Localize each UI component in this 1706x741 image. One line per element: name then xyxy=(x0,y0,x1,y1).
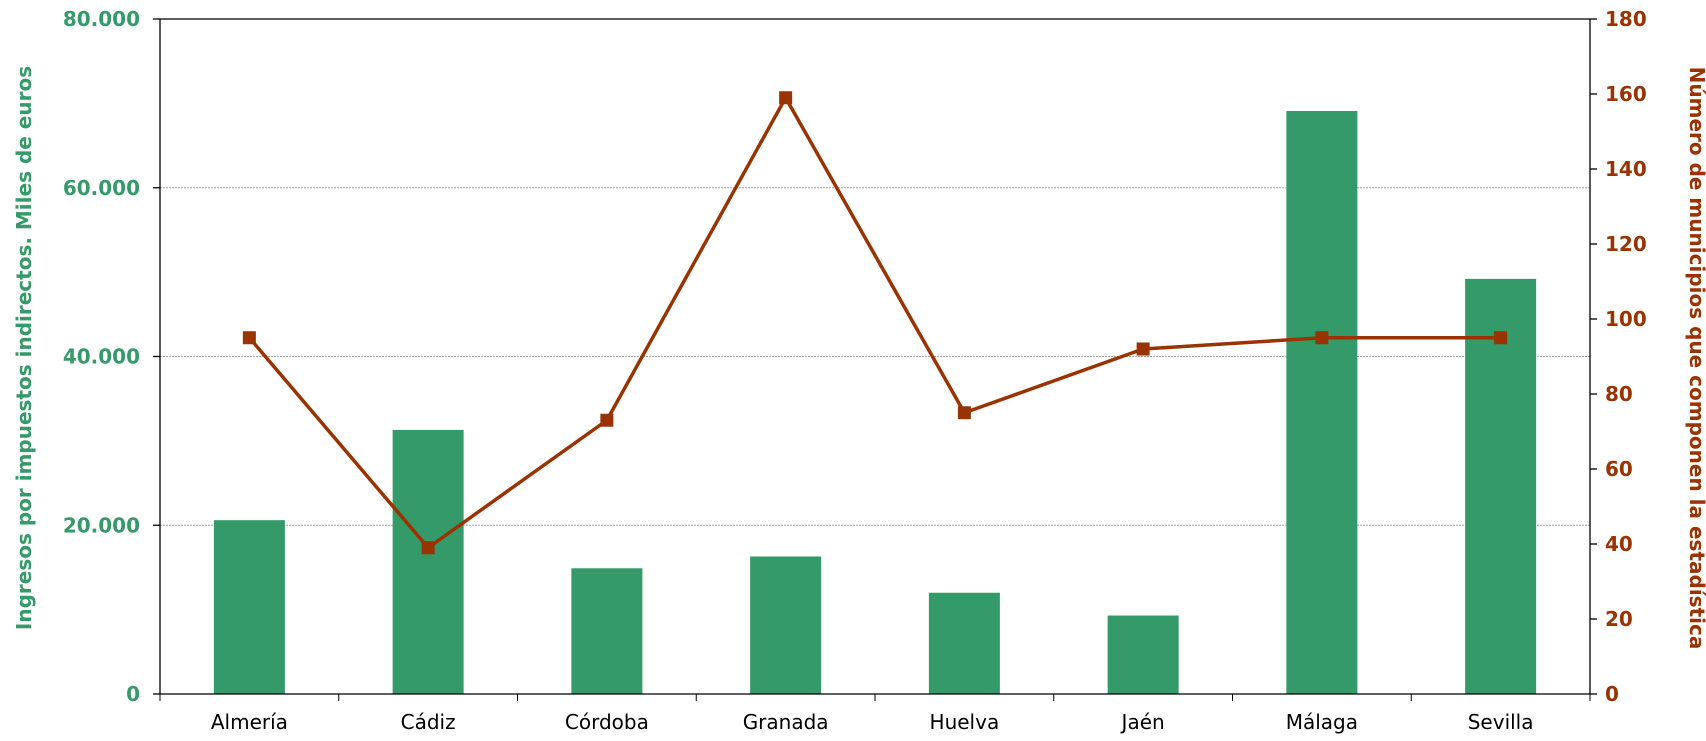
line-series xyxy=(242,91,1508,555)
line-marker-4 xyxy=(957,406,971,420)
bar-6 xyxy=(1286,110,1358,694)
left-tick-label: 0 xyxy=(126,682,140,706)
left-tick-label: 80.000 xyxy=(63,7,140,31)
right-tick-label: 100 xyxy=(1605,307,1647,331)
bar-5 xyxy=(1107,615,1179,694)
bar-0 xyxy=(213,520,285,694)
right-tick-label: 180 xyxy=(1605,7,1647,31)
bar-1 xyxy=(392,429,464,694)
x-tick-label: Granada xyxy=(743,710,829,734)
bar-4 xyxy=(928,592,1000,694)
x-tick-label: Almería xyxy=(211,710,288,734)
left-axis-tick-labels: 0 20.000 40.000 60.000 80.000 xyxy=(63,7,140,706)
x-tick-label: Jaén xyxy=(1120,710,1165,734)
x-tick-label: Málaga xyxy=(1286,710,1358,734)
gridlines xyxy=(160,18,1590,526)
axes xyxy=(153,18,1597,701)
right-tick-label: 40 xyxy=(1605,532,1633,556)
right-tick-label: 120 xyxy=(1605,232,1647,256)
x-tick-label: Sevilla xyxy=(1468,710,1534,734)
x-tick-label: Córdoba xyxy=(565,710,649,734)
line-marker-0 xyxy=(242,331,256,345)
line-marker-7 xyxy=(1494,331,1508,345)
line-marker-2 xyxy=(600,413,614,427)
line-marker-5 xyxy=(1136,342,1150,356)
left-tick-label: 40.000 xyxy=(63,345,140,369)
line-path xyxy=(248,96,1501,550)
line-marker-6 xyxy=(1315,331,1329,345)
bar-2 xyxy=(571,568,643,694)
x-tick-label: Huelva xyxy=(930,710,1000,734)
right-axis-title: Número de municipios que componen la est… xyxy=(1685,67,1706,650)
left-tick-label: 20.000 xyxy=(63,513,140,537)
bar-7 xyxy=(1465,278,1537,694)
x-axis-tick-labels: Almería Cádiz Córdoba Granada Huelva Jaén Mála… xyxy=(211,710,1534,734)
line-marker-3 xyxy=(779,91,793,105)
line-marker-1 xyxy=(421,541,435,555)
right-tick-label: 0 xyxy=(1605,682,1619,706)
bar-series xyxy=(213,110,1537,694)
right-tick-label: 160 xyxy=(1605,82,1647,106)
right-tick-label: 60 xyxy=(1605,457,1633,481)
left-tick-label: 60.000 xyxy=(63,176,140,200)
right-tick-label: 140 xyxy=(1605,157,1647,181)
x-tick-label: Cádiz xyxy=(401,710,456,734)
right-tick-label: 80 xyxy=(1605,382,1633,406)
bar-3 xyxy=(750,556,822,694)
left-axis-title: Ingresos por impuestos indirectos. Miles… xyxy=(12,66,36,630)
right-axis-tick-labels: 0 20 40 60 80 100 120 140 160 180 xyxy=(1605,7,1647,706)
right-tick-label: 20 xyxy=(1605,607,1633,631)
